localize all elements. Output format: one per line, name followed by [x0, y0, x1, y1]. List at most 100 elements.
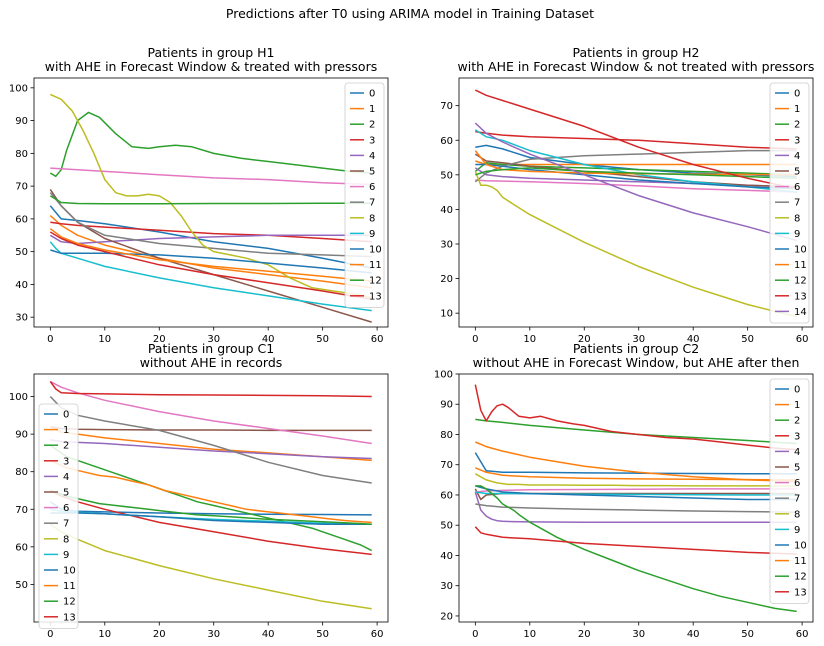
y-tick-label: 90 [15, 116, 28, 127]
y-tick-label: 20 [440, 611, 453, 622]
legend-entry: 11 [369, 260, 382, 271]
series-line-2 [475, 418, 797, 445]
legend-entry: 6 [794, 478, 800, 489]
legend-entry: 9 [794, 525, 800, 536]
legend-entry: 1 [794, 104, 800, 115]
series-line-4 [474, 491, 797, 523]
legend-entry: 13 [369, 291, 382, 302]
legend-entry: 3 [794, 431, 800, 442]
x-tick-label: 10 [98, 334, 111, 345]
legend-entry: 5 [794, 463, 800, 474]
legend-entry: 13 [794, 291, 807, 302]
y-tick-label: 60 [440, 490, 453, 501]
x-tick-label: 20 [578, 334, 591, 345]
legend-entry: 1 [63, 425, 69, 436]
series-line-6 [50, 167, 372, 186]
legend-entry: 2 [63, 441, 69, 452]
legend-entry: 0 [794, 385, 800, 396]
panel-title-line: Patients in group C1 [148, 341, 274, 356]
y-tick-label: 50 [440, 170, 453, 181]
legend-entry: 9 [794, 229, 800, 240]
y-tick-label: 60 [440, 136, 453, 147]
x-tick-label: 10 [523, 334, 536, 345]
y-tick-label: 30 [440, 581, 453, 592]
x-tick-label: 50 [316, 629, 329, 640]
legend-entry: 3 [369, 135, 375, 146]
y-tick-label: 100 [9, 83, 28, 94]
x-tick-label: 50 [741, 334, 754, 345]
y-tick-label: 40 [440, 205, 453, 216]
panel-title-line: without AHE in Forecast Window, but AHE … [473, 355, 800, 370]
series-line-3 [475, 130, 797, 150]
y-tick-label: 80 [15, 149, 28, 160]
x-tick-label: 0 [47, 629, 53, 640]
x-tick-label: 50 [741, 629, 754, 640]
panel-title-line: Patients in group C2 [573, 341, 699, 356]
series-line-6 [49, 380, 372, 445]
legend-entry: 12 [794, 572, 807, 583]
legend-entry: 5 [369, 167, 375, 178]
legend-entry: 11 [794, 556, 807, 567]
y-tick-label: 70 [440, 460, 453, 471]
series-line-0 [474, 452, 797, 475]
y-tick-label: 80 [440, 430, 453, 441]
series-line-8 [49, 523, 372, 610]
y-tick-label: 100 [434, 370, 453, 381]
legend-entry: 11 [794, 260, 807, 271]
series-line-2 [49, 444, 373, 552]
series-line-11 [475, 467, 797, 481]
x-tick-label: 0 [472, 629, 478, 640]
legend-entry: 8 [369, 213, 375, 224]
x-tick-label: 40 [687, 334, 700, 345]
y-tick-label: 50 [440, 521, 453, 532]
legend-entry: 2 [369, 120, 375, 131]
y-tick-label: 80 [15, 467, 28, 478]
x-tick-label: 30 [207, 629, 220, 640]
x-tick-label: 60 [796, 334, 809, 345]
x-tick-label: 40 [687, 629, 700, 640]
axes-frame [33, 373, 389, 623]
axes-frame [458, 373, 814, 623]
y-tick-label: 10 [440, 309, 453, 320]
y-tick-label: 70 [15, 182, 28, 193]
legend-entry: 1 [794, 400, 800, 411]
series-line-12 [475, 485, 797, 613]
legend-entry: 5 [63, 488, 69, 499]
legend-entry: 12 [369, 276, 382, 287]
y-tick-label: 30 [15, 313, 28, 324]
y-tick-label: 40 [15, 280, 28, 291]
series-line-9 [49, 241, 372, 312]
series-line-12 [49, 195, 372, 205]
x-tick-label: 0 [47, 334, 53, 345]
series-line-8 [49, 93, 372, 299]
x-tick-label: 60 [371, 334, 384, 345]
x-tick-label: 40 [262, 334, 275, 345]
series-line-10 [50, 249, 372, 274]
panel-title-line: with AHE in Forecast Window & not treate… [458, 59, 815, 74]
legend-entry: 8 [63, 534, 69, 545]
series-line-8 [474, 473, 797, 487]
y-tick-label: 30 [440, 240, 453, 251]
legend-entry: 9 [63, 550, 69, 561]
series-line-13 [49, 231, 372, 300]
legend-entry: 4 [63, 472, 69, 483]
legend-entry: 9 [369, 229, 375, 240]
legend-entry: 10 [369, 245, 382, 256]
y-tick-label: 20 [440, 274, 453, 285]
legend-entry: 10 [63, 566, 76, 577]
series-line-2 [49, 111, 372, 178]
series-line-5 [49, 188, 372, 323]
legend-entry: 6 [63, 503, 69, 514]
y-tick-label: 50 [15, 580, 28, 591]
series-line-10 [475, 485, 797, 501]
legend-entry: 0 [369, 89, 375, 100]
series-line-4 [49, 234, 372, 245]
series-line-2 [474, 161, 797, 176]
y-tick-label: 40 [440, 551, 453, 562]
x-tick-label: 20 [578, 629, 591, 640]
